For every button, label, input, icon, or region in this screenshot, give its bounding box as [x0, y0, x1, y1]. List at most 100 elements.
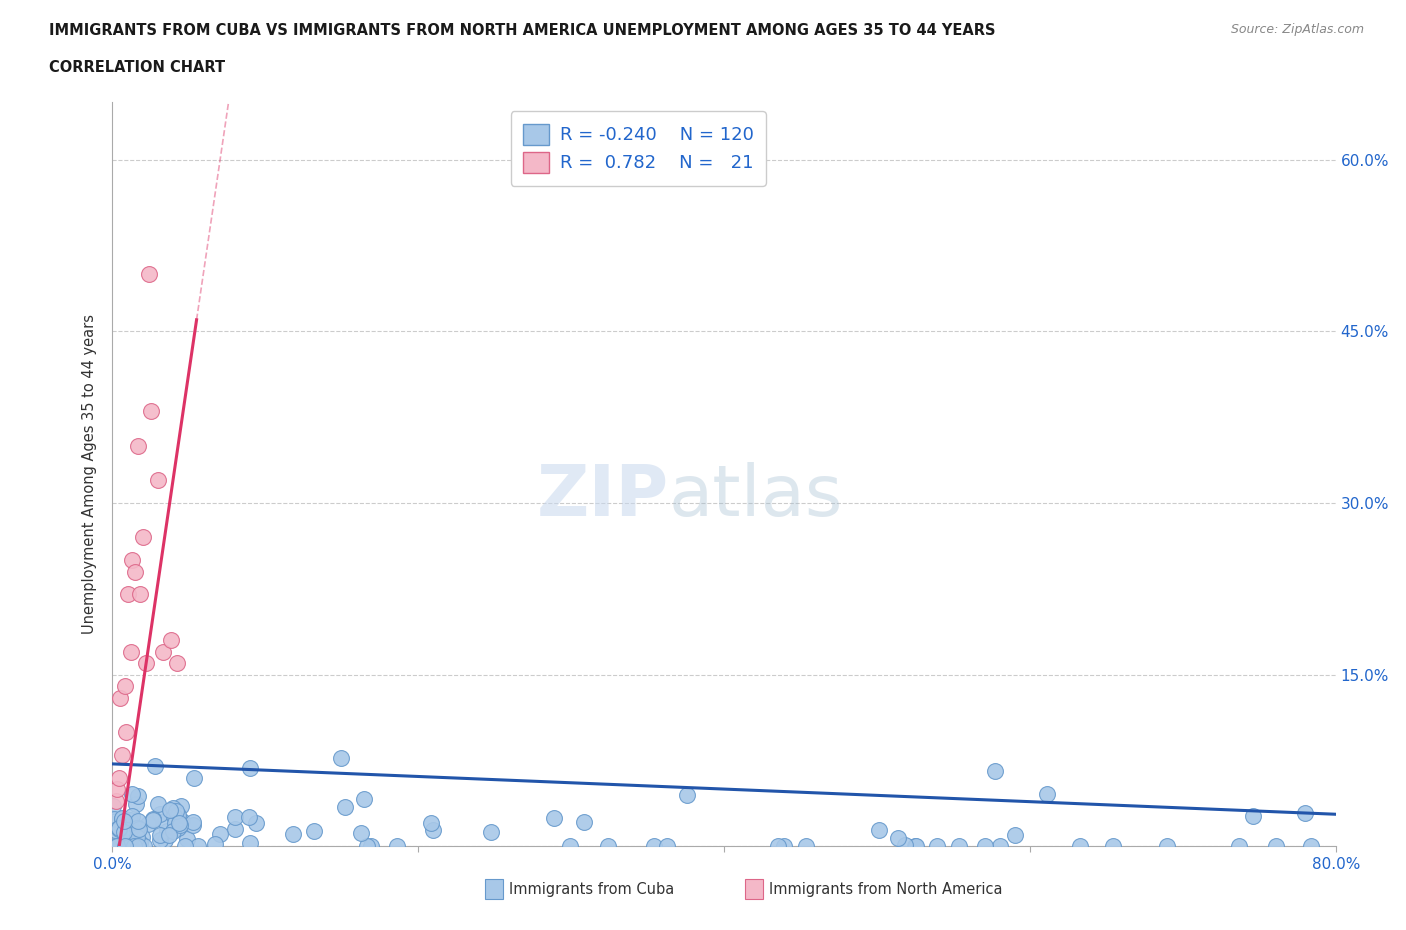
Point — [187, 839, 209, 854]
Point — [1264, 839, 1286, 854]
Point — [142, 811, 165, 826]
Point — [166, 807, 188, 822]
Point — [111, 748, 134, 763]
Point — [132, 530, 155, 545]
Point — [110, 839, 132, 854]
Point — [114, 839, 136, 854]
Point — [101, 799, 124, 814]
Point — [143, 759, 166, 774]
Point — [110, 838, 132, 853]
Point — [598, 839, 620, 854]
Point — [239, 836, 262, 851]
Point — [121, 552, 143, 567]
Point — [127, 820, 149, 835]
Point — [128, 836, 150, 851]
Point — [127, 839, 149, 854]
Point — [165, 804, 187, 818]
Point — [176, 831, 198, 846]
Point — [181, 815, 204, 830]
Point — [356, 839, 378, 854]
Point — [120, 821, 142, 836]
Point — [572, 815, 595, 830]
Point — [173, 839, 195, 854]
Point — [120, 813, 142, 828]
Point — [419, 816, 441, 830]
Point — [124, 797, 146, 812]
Point — [121, 809, 143, 824]
Text: ZIP: ZIP — [537, 462, 669, 531]
Point — [127, 788, 149, 803]
Text: Immigrants from North America: Immigrants from North America — [769, 882, 1002, 897]
Point — [422, 822, 444, 837]
Point — [129, 587, 152, 602]
Point — [643, 839, 665, 854]
Point — [170, 799, 193, 814]
Point — [111, 836, 134, 851]
Point — [304, 824, 326, 839]
Point — [560, 839, 582, 854]
Point — [887, 830, 910, 845]
Point — [904, 839, 927, 854]
Point — [105, 781, 128, 796]
Point — [115, 724, 138, 739]
Point — [163, 809, 186, 824]
Point — [127, 438, 149, 453]
Point — [350, 825, 373, 840]
Point — [869, 823, 891, 838]
Point — [927, 839, 949, 854]
Point — [904, 839, 927, 854]
Point — [138, 267, 160, 282]
Point — [948, 839, 970, 854]
Point — [139, 404, 162, 418]
Point — [111, 835, 134, 850]
Point — [152, 644, 174, 659]
Point — [148, 472, 170, 487]
Text: Immigrants from Cuba: Immigrants from Cuba — [509, 882, 675, 897]
Point — [124, 565, 146, 579]
Point — [1069, 839, 1091, 854]
Point — [172, 814, 194, 829]
Point — [209, 827, 232, 842]
Point — [155, 814, 177, 829]
Point — [984, 764, 1007, 778]
Point — [118, 839, 141, 854]
Point — [167, 820, 190, 835]
Point — [118, 836, 141, 851]
Point — [1299, 839, 1322, 854]
Point — [894, 838, 917, 853]
Point — [104, 793, 127, 808]
Point — [675, 788, 697, 803]
Point — [125, 837, 148, 852]
Point — [117, 822, 139, 837]
Point — [128, 821, 150, 836]
Point — [353, 791, 375, 806]
Point — [149, 832, 172, 847]
Point — [149, 828, 172, 843]
Point — [973, 839, 995, 854]
Point — [385, 839, 408, 854]
Point — [156, 823, 179, 838]
Point — [104, 839, 127, 854]
Point — [333, 800, 356, 815]
Point — [120, 644, 142, 659]
Point — [111, 812, 134, 827]
Point — [129, 835, 152, 850]
Point — [330, 751, 353, 765]
Point — [131, 830, 153, 844]
Point — [204, 836, 226, 851]
Point — [543, 811, 565, 826]
Point — [162, 801, 184, 816]
Point — [103, 811, 125, 826]
Point — [111, 810, 134, 825]
Point — [1036, 786, 1059, 801]
Point — [114, 679, 136, 694]
Point — [166, 656, 188, 671]
Y-axis label: Unemployment Among Ages 35 to 44 years: Unemployment Among Ages 35 to 44 years — [82, 314, 97, 634]
Text: CORRELATION CHART: CORRELATION CHART — [49, 60, 225, 75]
Point — [1227, 839, 1250, 854]
Point — [135, 656, 157, 671]
Point — [104, 823, 127, 838]
Point — [108, 820, 131, 835]
Point — [148, 797, 170, 812]
Point — [224, 822, 246, 837]
